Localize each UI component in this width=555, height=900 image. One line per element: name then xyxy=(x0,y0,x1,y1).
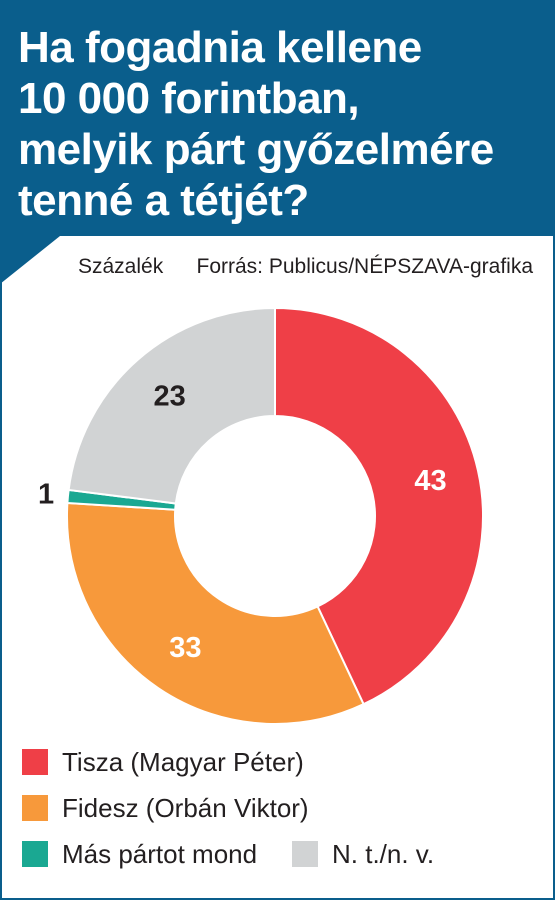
title-line-1: Ha fogadnia kellene xyxy=(18,23,422,72)
legend-label-fidesz: Fidesz (Orbán Viktor) xyxy=(62,792,309,823)
legend-swatch-tisza xyxy=(22,749,48,775)
unit-label: Százalék xyxy=(78,255,164,278)
legend-swatch-nt xyxy=(292,841,318,867)
slice-nt xyxy=(67,306,276,505)
chart-title: Ha fogadnia kellene 10 000 forintban, me… xyxy=(18,22,518,226)
title-banner: Ha fogadnia kellene 10 000 forintban, me… xyxy=(0,0,555,236)
legend-item-fidesz: Fidesz (Orbán Viktor) xyxy=(22,790,309,826)
slice-fidesz xyxy=(66,501,365,725)
card-frame xyxy=(0,236,555,900)
slice-label-mas: 1 xyxy=(38,478,54,510)
slice-label-nt: 23 xyxy=(153,380,185,412)
legend-label-nt: N. t./n. v. xyxy=(332,838,435,869)
title-line-3: melyik párt győzelmére xyxy=(18,125,494,174)
slice-tisza xyxy=(274,306,484,706)
source-label: Forrás: Publicus/NÉPSZAVA-grafika xyxy=(196,255,534,278)
title-line-4: tenné a tétjét? xyxy=(18,176,309,225)
legend-label-tisza: Tisza (Magyar Péter) xyxy=(62,746,304,777)
title-line-2: 10 000 forintban, xyxy=(18,74,360,123)
legend-item-nt: N. t./n. v. xyxy=(292,836,434,872)
legend-item-mas: Más pártot mond xyxy=(22,836,257,872)
banner-notch xyxy=(0,236,60,284)
legend-item-tisza: Tisza (Magyar Péter) xyxy=(22,744,304,780)
legend-swatch-fidesz xyxy=(22,795,48,821)
slice-label-fidesz: 33 xyxy=(169,632,201,664)
slice-label-tisza: 43 xyxy=(414,465,446,497)
donut-chart: 43 33 1 23 xyxy=(38,306,484,725)
legend-label-mas: Más pártot mond xyxy=(62,838,258,869)
legend: Tisza (Magyar Péter) Fidesz (Orbán Vikto… xyxy=(22,744,542,884)
legend-swatch-mas xyxy=(22,841,48,867)
